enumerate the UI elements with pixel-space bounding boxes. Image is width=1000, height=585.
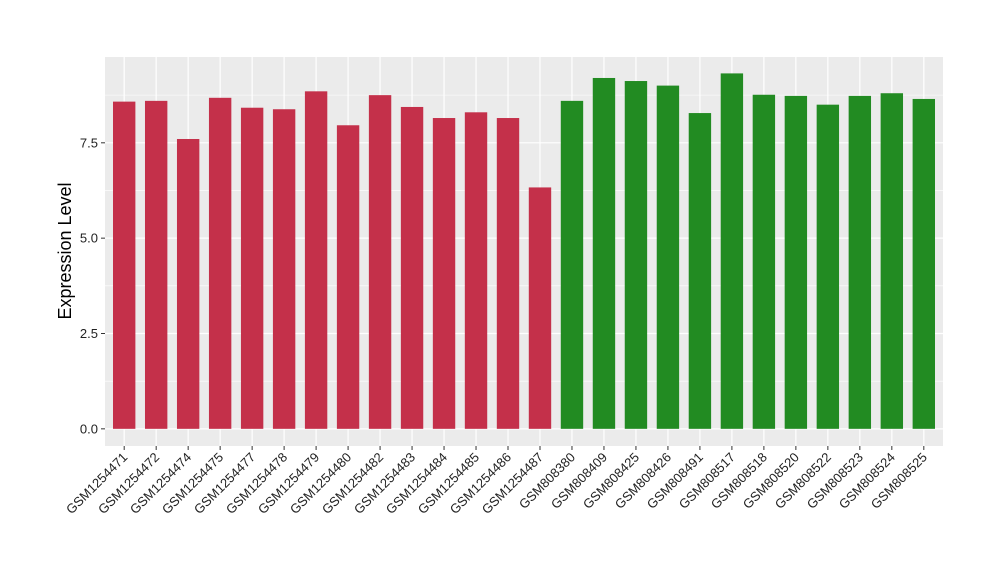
x-axis: GSM1254471GSM1254472GSM1254474GSM1254475… xyxy=(63,446,930,517)
y-tick-label: 5.0 xyxy=(80,231,98,246)
bar xyxy=(464,112,488,429)
bar xyxy=(144,100,168,429)
bar xyxy=(112,101,136,429)
bars-layer xyxy=(112,73,936,429)
bar xyxy=(624,81,648,429)
bar xyxy=(688,113,712,429)
bar xyxy=(432,118,456,429)
bar xyxy=(208,97,232,429)
bar xyxy=(816,104,840,429)
bar xyxy=(496,118,520,429)
y-tick-label: 7.5 xyxy=(80,135,98,150)
bar xyxy=(560,100,584,429)
bar xyxy=(720,73,744,429)
bar xyxy=(848,95,872,429)
bar xyxy=(528,187,552,429)
bar xyxy=(176,138,200,429)
bar xyxy=(400,106,424,429)
bar xyxy=(592,77,616,429)
y-tick-label: 0.0 xyxy=(80,421,98,436)
bar xyxy=(656,85,680,429)
bar xyxy=(752,94,776,429)
y-tick-label: 2.5 xyxy=(80,326,98,341)
bar xyxy=(784,95,808,429)
y-axis-label: Expression Level xyxy=(55,182,75,319)
y-axis: 0.0 2.5 5.0 7.5 xyxy=(80,135,105,436)
bar xyxy=(240,107,264,429)
bar xyxy=(880,93,904,429)
bar xyxy=(336,125,360,429)
bar xyxy=(368,95,392,429)
bar xyxy=(912,98,936,429)
bar xyxy=(304,91,328,429)
bar xyxy=(272,109,296,429)
